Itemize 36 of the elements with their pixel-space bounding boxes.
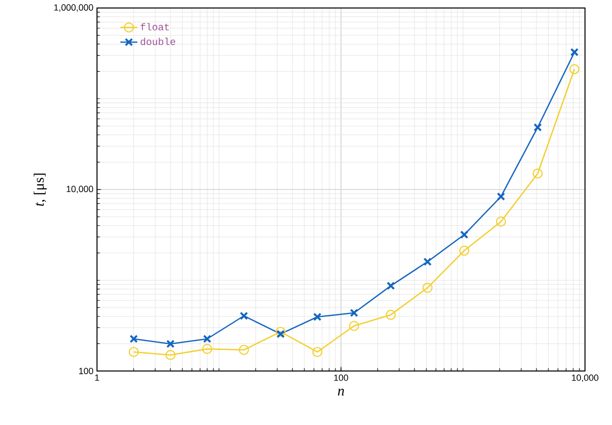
point [276,330,285,338]
point [496,192,506,201]
point [202,344,212,354]
y-tick-label: 1,000,000 [54,4,94,12]
point [459,246,470,256]
point [386,310,396,320]
point [203,334,212,344]
point [460,230,468,239]
point [349,320,360,331]
x-tick-label: 100 [334,374,348,381]
x-tick-label: 10,000 [572,374,598,382]
point [312,346,322,358]
y-tick-label: 10,000 [66,186,94,194]
x-axis-title: n [338,388,344,396]
point [386,282,395,290]
point [534,123,542,132]
legend-label: float [140,23,169,30]
point [240,312,248,320]
point [350,308,358,318]
legend-label: double [140,38,176,46]
point [423,258,432,266]
point [422,282,433,293]
y-axis-title: t, [μs] [34,174,47,206]
point [569,64,580,74]
point [238,344,249,355]
point [496,216,506,227]
point [276,326,286,337]
y-tick-label: 100 [79,368,94,374]
point [165,350,176,360]
point [166,340,175,348]
x-tick-label: 1 [95,374,100,381]
point [570,48,579,56]
point [130,334,138,344]
point [532,168,543,179]
point [313,312,322,322]
point [128,346,139,358]
